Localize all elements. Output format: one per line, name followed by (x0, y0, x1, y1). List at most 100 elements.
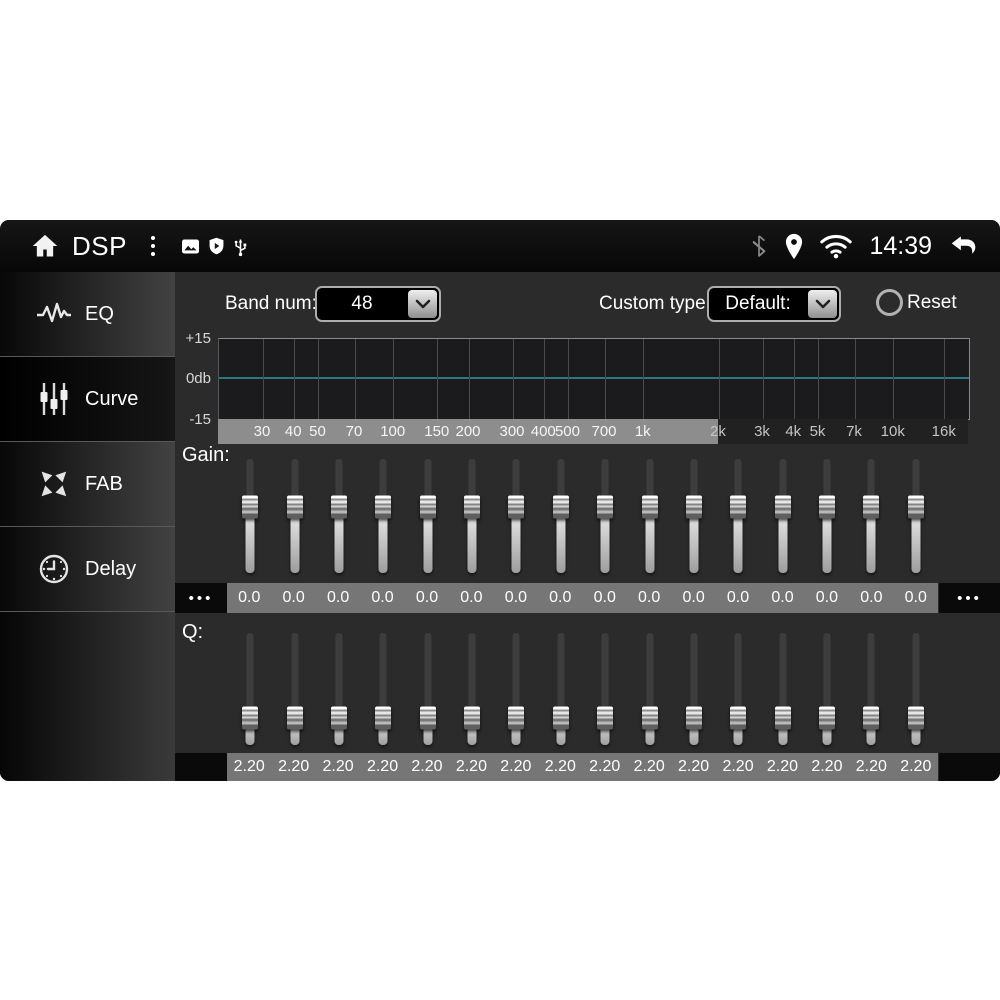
band-num-select[interactable]: 48 (315, 286, 441, 322)
slider-thumb[interactable] (597, 706, 614, 730)
slider-thumb[interactable] (730, 495, 747, 519)
slider-track-upper (823, 459, 831, 507)
slider-track-upper (734, 459, 742, 507)
gain-slider[interactable] (597, 459, 614, 573)
slider-thumb[interactable] (419, 495, 436, 519)
slider-thumb[interactable] (641, 706, 658, 730)
gain-slider[interactable] (330, 459, 347, 573)
gain-slider[interactable] (508, 459, 525, 573)
slider-track-lower (600, 506, 610, 573)
slider-track-lower (245, 506, 255, 573)
slider-thumb[interactable] (597, 495, 614, 519)
sidebar-item-label: Delay (85, 557, 137, 580)
slider-track-lower (290, 506, 300, 573)
slider-thumb[interactable] (330, 495, 347, 519)
sidebar-item-curve[interactable]: Curve (0, 357, 175, 442)
slider-thumb[interactable] (375, 495, 392, 519)
slider-thumb[interactable] (419, 706, 436, 730)
q-slider[interactable] (286, 633, 303, 745)
gain-slider[interactable] (730, 459, 747, 573)
gain-slider-column (583, 459, 627, 573)
slider-thumb[interactable] (863, 495, 880, 519)
q-slider[interactable] (641, 633, 658, 745)
q-slider[interactable] (375, 633, 392, 745)
gain-slider[interactable] (641, 459, 658, 573)
slider-thumb[interactable] (730, 706, 747, 730)
slider-thumb[interactable] (242, 706, 259, 730)
q-slider[interactable] (419, 633, 436, 745)
gain-slider[interactable] (242, 459, 259, 573)
gain-slider[interactable] (464, 459, 481, 573)
q-slider[interactable] (774, 633, 791, 745)
q-slider-column (583, 633, 627, 745)
slider-track-upper (734, 633, 742, 719)
q-slider[interactable] (330, 633, 347, 745)
custom-type-select[interactable]: Default: (707, 286, 841, 322)
gain-slider[interactable] (863, 459, 880, 573)
home-icon[interactable] (30, 232, 60, 260)
slider-thumb[interactable] (774, 495, 791, 519)
q-slider[interactable] (597, 633, 614, 745)
q-slider[interactable] (863, 633, 880, 745)
slider-thumb[interactable] (819, 495, 836, 519)
slider-thumb[interactable] (819, 706, 836, 730)
back-icon[interactable] (948, 233, 978, 259)
slider-thumb[interactable] (330, 706, 347, 730)
slider-thumb[interactable] (552, 706, 569, 730)
slider-thumb[interactable] (508, 495, 525, 519)
slider-thumb[interactable] (907, 495, 924, 519)
gain-slider[interactable] (286, 459, 303, 573)
gain-slider[interactable] (419, 459, 436, 573)
q-slider[interactable] (819, 633, 836, 745)
chevron-down-icon[interactable] (408, 290, 437, 318)
gain-slider[interactable] (685, 459, 702, 573)
slider-thumb[interactable] (863, 706, 880, 730)
gain-slider[interactable] (375, 459, 392, 573)
vertical-dots-menu-icon[interactable] (150, 236, 155, 256)
gain-slider-column (894, 459, 938, 573)
reset-label: Reset (907, 292, 957, 313)
slider-track-upper (424, 459, 432, 507)
q-slider[interactable] (730, 633, 747, 745)
sidebar-item-eq[interactable]: EQ (0, 272, 175, 357)
gain-slider[interactable] (774, 459, 791, 573)
gain-scroll-left-button[interactable]: ••• (175, 583, 227, 613)
q-value: 2.20 (855, 758, 887, 775)
slider-thumb[interactable] (286, 495, 303, 519)
q-slider-column (494, 633, 538, 745)
slider-thumb[interactable] (242, 495, 259, 519)
freq-tick-label: 50 (309, 423, 326, 440)
location-icon (783, 233, 805, 260)
gain-scroll-right-button[interactable]: ••• (939, 583, 1000, 613)
slider-thumb[interactable] (685, 495, 702, 519)
chevron-down-icon[interactable] (808, 290, 837, 318)
gain-slider[interactable] (819, 459, 836, 573)
sidebar-item-delay[interactable]: Delay (0, 527, 175, 612)
slider-thumb[interactable] (286, 706, 303, 730)
slider-thumb[interactable] (375, 706, 392, 730)
slider-thumb[interactable] (464, 706, 481, 730)
q-slider[interactable] (508, 633, 525, 745)
q-slider[interactable] (552, 633, 569, 745)
gain-slider[interactable] (907, 459, 924, 573)
slider-thumb[interactable] (641, 495, 658, 519)
freq-gridline (718, 339, 720, 419)
slider-thumb[interactable] (774, 706, 791, 730)
reset-radio[interactable] (876, 289, 903, 316)
slider-thumb[interactable] (552, 495, 569, 519)
q-slider[interactable] (685, 633, 702, 745)
q-slider[interactable] (464, 633, 481, 745)
sidebar-item-fab[interactable]: FAB (0, 442, 175, 527)
q-slider[interactable] (242, 633, 259, 745)
slider-track-upper (246, 459, 254, 507)
faders-icon (36, 382, 72, 416)
slider-thumb[interactable] (685, 706, 702, 730)
slider-thumb[interactable] (508, 706, 525, 730)
bluetooth-icon (749, 233, 769, 259)
freq-gridline (604, 339, 606, 419)
gain-value: 0.0 (815, 589, 839, 606)
slider-thumb[interactable] (464, 495, 481, 519)
q-slider[interactable] (907, 633, 924, 745)
slider-thumb[interactable] (907, 706, 924, 730)
gain-slider[interactable] (552, 459, 569, 573)
